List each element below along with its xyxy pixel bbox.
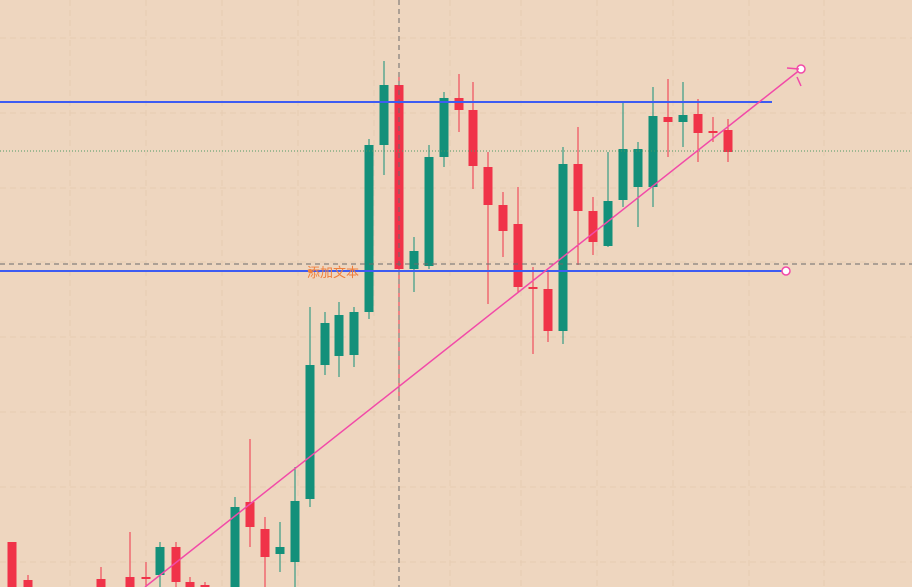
candle[interactable] — [200, 582, 210, 587]
candle-body — [663, 117, 673, 122]
candle-body — [245, 502, 255, 527]
candle-body — [603, 201, 613, 246]
candle-body — [171, 547, 181, 582]
candle[interactable] — [125, 532, 135, 587]
candle-body — [334, 315, 344, 356]
candle[interactable] — [290, 467, 300, 587]
candle-body — [7, 542, 17, 587]
candle[interactable] — [588, 197, 598, 255]
candle-body — [305, 365, 315, 499]
candle-body — [23, 580, 33, 587]
candle[interactable] — [230, 497, 240, 587]
candle-body — [483, 167, 493, 205]
candle-body — [275, 547, 285, 554]
candle-body — [394, 85, 404, 269]
candle-body — [141, 577, 151, 579]
candle-body — [230, 507, 240, 587]
candle-body — [528, 287, 538, 289]
candle[interactable] — [439, 92, 449, 167]
candle-body — [468, 110, 478, 166]
candle[interactable] — [498, 192, 508, 257]
candle[interactable] — [260, 517, 270, 587]
candle[interactable] — [648, 87, 658, 207]
candle-body — [708, 131, 718, 133]
candle[interactable] — [483, 152, 493, 304]
trend-line-arrow — [786, 67, 802, 87]
candle[interactable] — [23, 575, 33, 587]
candle-body — [588, 211, 598, 242]
candle-body — [125, 577, 135, 587]
candle[interactable] — [543, 272, 553, 342]
candle-body — [200, 585, 210, 587]
candle[interactable] — [349, 307, 359, 367]
candle[interactable] — [603, 152, 613, 247]
candle-body — [723, 130, 733, 152]
candle[interactable] — [678, 82, 688, 147]
candle-body — [290, 501, 300, 562]
candle-body — [349, 312, 359, 355]
candle-body — [260, 529, 270, 557]
text-annotation[interactable]: 添加文本 — [307, 266, 359, 281]
candle-body — [454, 98, 464, 110]
candle-body — [498, 205, 508, 231]
candle[interactable] — [573, 127, 583, 265]
candle[interactable] — [7, 542, 17, 587]
candle-body — [439, 98, 449, 157]
candle[interactable] — [185, 577, 195, 587]
candle-body — [379, 85, 389, 145]
candle-body — [693, 114, 703, 133]
candle[interactable] — [618, 102, 628, 207]
candle[interactable] — [693, 99, 703, 162]
candle-body — [648, 116, 658, 187]
candle-body — [618, 149, 628, 200]
candle-body — [96, 579, 106, 587]
candle[interactable] — [275, 522, 285, 572]
candle[interactable] — [96, 567, 106, 587]
candle[interactable] — [379, 61, 389, 175]
candle[interactable] — [320, 312, 330, 375]
candle-body — [424, 157, 434, 266]
candle[interactable] — [424, 145, 434, 269]
candle-body — [678, 115, 688, 122]
candle[interactable] — [171, 542, 181, 587]
candles-layer[interactable] — [7, 61, 733, 587]
candle[interactable] — [141, 562, 151, 587]
candle[interactable] — [155, 542, 165, 587]
candle[interactable] — [364, 139, 374, 319]
candle-body — [320, 323, 330, 365]
candle-body — [409, 251, 419, 269]
line-handle[interactable] — [781, 266, 791, 276]
candle[interactable] — [663, 79, 673, 157]
candle[interactable] — [468, 82, 478, 189]
candle[interactable] — [513, 187, 523, 292]
candle-body — [633, 149, 643, 187]
candle[interactable] — [633, 142, 643, 227]
candle-body — [364, 145, 374, 312]
candle-body — [185, 582, 195, 587]
candle-body — [543, 289, 553, 331]
candle[interactable] — [334, 302, 344, 377]
candle-body — [513, 224, 523, 287]
candle-body — [155, 547, 165, 575]
trend-line[interactable] — [144, 68, 802, 587]
candle[interactable] — [245, 439, 255, 547]
candle-body — [558, 164, 568, 331]
candle-body — [573, 164, 583, 211]
candle[interactable] — [558, 147, 568, 344]
annotation-marker — [308, 269, 312, 273]
candle[interactable] — [305, 307, 315, 507]
